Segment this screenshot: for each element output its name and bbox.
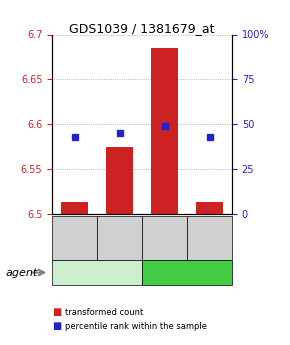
Text: ■: ■ — [52, 321, 61, 331]
Text: GSM35254: GSM35254 — [205, 217, 214, 259]
Text: agent: agent — [6, 268, 38, 277]
Bar — [151, 48, 178, 214]
Text: GSM35256: GSM35256 — [115, 217, 124, 259]
Text: inactive forskolin
analog: inactive forskolin analog — [64, 263, 130, 282]
Text: percentile rank within the sample: percentile rank within the sample — [65, 322, 207, 331]
Text: GSM35255: GSM35255 — [70, 217, 79, 259]
Text: ■: ■ — [52, 307, 61, 317]
Bar — [196, 202, 223, 214]
Text: GDS1039 / 1381679_at: GDS1039 / 1381679_at — [69, 22, 215, 36]
Text: GSM35253: GSM35253 — [160, 217, 169, 259]
Text: transformed count: transformed count — [65, 308, 144, 317]
Bar — [61, 202, 88, 214]
Text: forskolin: forskolin — [171, 268, 204, 277]
Bar — [106, 147, 133, 214]
